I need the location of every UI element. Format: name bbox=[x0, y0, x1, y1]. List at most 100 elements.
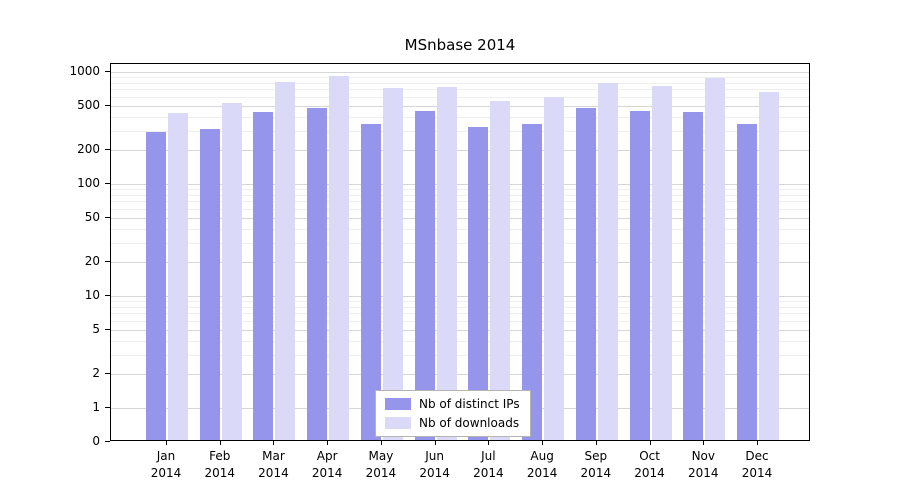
x-tick-year: 2014 bbox=[150, 466, 182, 480]
minor-gridline bbox=[111, 301, 809, 303]
x-tick-month: Feb bbox=[209, 449, 231, 463]
bar-downloads bbox=[221, 102, 242, 440]
x-tick-year: 2014 bbox=[634, 466, 665, 480]
minor-gridline bbox=[111, 96, 809, 98]
x-tick-year: 2014 bbox=[473, 466, 504, 480]
x-tick-mark bbox=[380, 441, 382, 445]
x-tick-month: Dec bbox=[745, 449, 769, 463]
minor-gridline bbox=[111, 242, 809, 244]
bar-downloads bbox=[382, 88, 403, 440]
bar-downloads bbox=[759, 91, 780, 440]
bar-distinct-ips bbox=[414, 111, 435, 440]
y-tick-label: 2 bbox=[92, 366, 100, 381]
minor-gridline bbox=[111, 340, 809, 342]
bar-distinct-ips bbox=[146, 131, 166, 440]
x-tick-label: May 2014 bbox=[351, 448, 411, 482]
x-tick-mark bbox=[327, 441, 329, 445]
x-tick-label: Aug 2014 bbox=[512, 448, 572, 482]
minor-gridline bbox=[111, 313, 809, 315]
legend-swatch-distinct-ips bbox=[385, 398, 411, 410]
x-tick-label: Nov 2014 bbox=[673, 448, 733, 482]
bar-distinct-ips bbox=[199, 128, 220, 440]
minor-gridline bbox=[111, 306, 809, 308]
x-tick-year: 2014 bbox=[311, 466, 343, 480]
x-tick-mark bbox=[219, 441, 221, 445]
minor-gridline bbox=[111, 89, 809, 91]
y-tick-label: 1000 bbox=[69, 64, 100, 78]
x-tick-month: Jan bbox=[156, 449, 176, 463]
major-gridline bbox=[111, 105, 809, 107]
bar-downloads bbox=[168, 113, 188, 440]
x-tick-label: Jan 2014 bbox=[136, 448, 196, 482]
y-tick-label: 5 bbox=[92, 321, 100, 336]
x-tick-mark bbox=[166, 441, 167, 445]
minor-gridline bbox=[111, 208, 809, 210]
y-tick-label: 50 bbox=[84, 209, 100, 224]
major-gridline bbox=[111, 72, 809, 73]
x-tick-mark bbox=[542, 441, 544, 445]
bar-distinct-ips bbox=[253, 112, 274, 440]
bar-distinct-ips bbox=[629, 111, 650, 440]
x-tick-month: Nov bbox=[691, 449, 715, 463]
bar-downloads bbox=[275, 82, 296, 440]
x-tick-mark bbox=[703, 441, 705, 445]
x-tick-year: 2014 bbox=[526, 466, 558, 480]
x-tick-label: Jun 2014 bbox=[405, 448, 465, 482]
x-tick-month: Oct bbox=[639, 449, 660, 463]
x-tick-month: Mar bbox=[262, 449, 285, 463]
y-tick-mark bbox=[105, 407, 110, 408]
x-tick-label: Jul 2014 bbox=[458, 448, 518, 482]
legend-item: Nb of distinct IPs bbox=[385, 397, 520, 411]
y-tick-mark bbox=[105, 183, 110, 184]
bar-downloads bbox=[436, 87, 457, 440]
minor-gridline bbox=[111, 320, 809, 322]
x-tick-mark bbox=[488, 441, 490, 445]
x-tick-month: Apr bbox=[316, 449, 338, 463]
y-tick-mark bbox=[105, 261, 110, 263]
y-tick-mark bbox=[105, 373, 110, 375]
x-tick-year: 2014 bbox=[580, 466, 612, 480]
minor-gridline bbox=[111, 189, 809, 191]
x-tick-label: Sep 2014 bbox=[566, 448, 626, 482]
x-tick-month: Jul bbox=[481, 449, 496, 463]
minor-gridline bbox=[111, 228, 809, 230]
minor-gridline bbox=[111, 77, 809, 79]
x-tick-year: 2014 bbox=[365, 466, 397, 480]
legend-label: Nb of downloads bbox=[419, 416, 520, 430]
y-tick-label: 1 bbox=[92, 400, 100, 414]
y-tick-label: 500 bbox=[77, 97, 100, 112]
bar-downloads bbox=[705, 78, 726, 440]
bar-downloads bbox=[597, 82, 618, 440]
bar-distinct-ips bbox=[683, 112, 704, 440]
x-tick-mark bbox=[757, 441, 759, 445]
bar-distinct-ips bbox=[360, 123, 381, 440]
chart-title: MSnbase 2014 bbox=[404, 36, 516, 54]
y-tick-mark bbox=[105, 328, 110, 330]
x-tick-label: Feb 2014 bbox=[190, 448, 250, 482]
major-gridline bbox=[111, 184, 809, 185]
bar-downloads bbox=[544, 97, 565, 440]
x-tick-label: Apr 2014 bbox=[297, 448, 357, 482]
legend-swatch-downloads bbox=[385, 417, 411, 429]
minor-gridline bbox=[111, 194, 809, 196]
major-gridline bbox=[111, 217, 809, 219]
x-tick-year: 2014 bbox=[258, 466, 289, 480]
y-tick-mark bbox=[105, 441, 110, 442]
y-tick-mark bbox=[105, 216, 110, 218]
x-tick-mark bbox=[434, 441, 436, 445]
legend: Nb of distinct IPs Nb of downloads bbox=[375, 390, 531, 437]
x-tick-label: Oct 2014 bbox=[620, 448, 680, 482]
x-tick-label: Dec 2014 bbox=[727, 448, 787, 482]
x-tick-year: 2014 bbox=[419, 466, 450, 480]
x-tick-month: Jun bbox=[425, 449, 445, 463]
x-tick-mark bbox=[595, 441, 597, 445]
y-tick-label: 10 bbox=[84, 288, 100, 302]
minor-gridline bbox=[111, 82, 809, 84]
y-tick-label: 100 bbox=[77, 176, 100, 190]
bar-distinct-ips bbox=[468, 126, 489, 440]
y-tick-label: 20 bbox=[84, 254, 100, 269]
major-gridline bbox=[111, 262, 809, 264]
legend-item: Nb of downloads bbox=[385, 416, 520, 430]
bar-downloads bbox=[651, 85, 672, 440]
y-tick-label: 0 bbox=[92, 434, 100, 448]
